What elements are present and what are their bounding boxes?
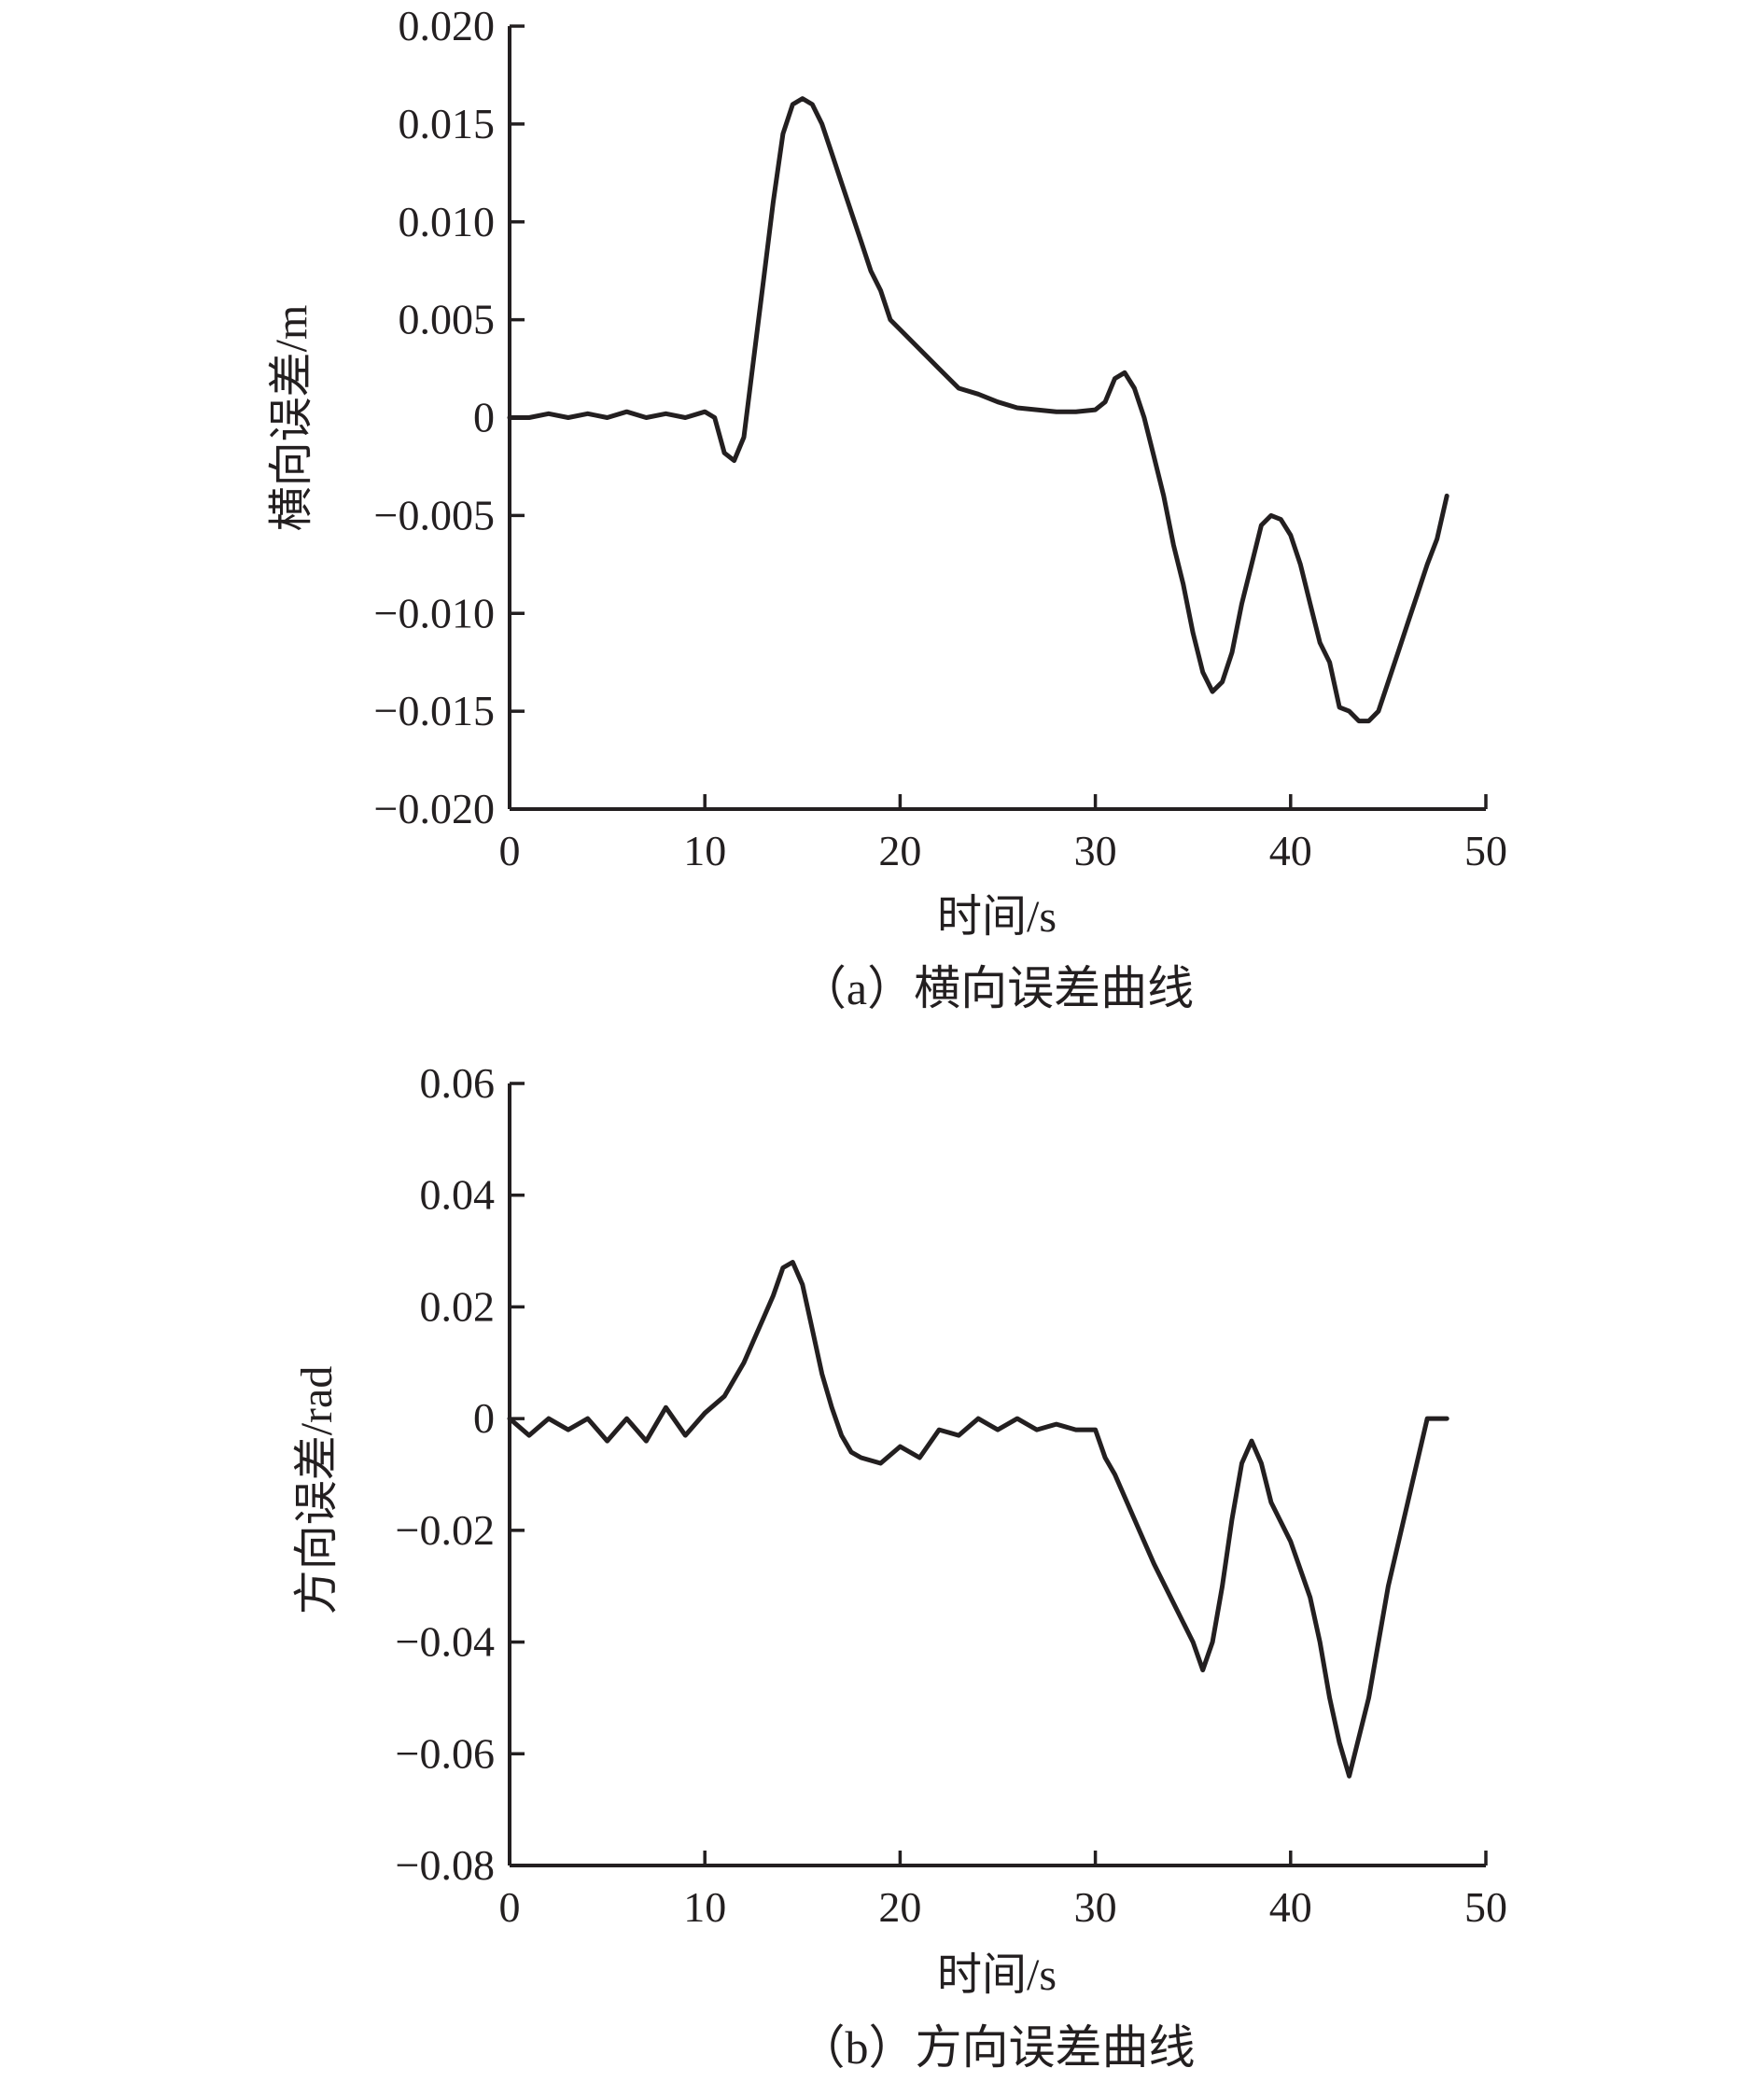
chart-a-y-ticks: 0.020 0.015 0.010 0.005 0 −0.005 −0.010 −0.015 −…	[374, 2, 525, 832]
chart-a-x-tick-label: 30	[1074, 827, 1117, 874]
chart-a-y-tick-label: 0.005	[399, 296, 496, 343]
chart-a-y-tick-label: 0.020	[399, 2, 496, 49]
chart-b-series-line-0	[507, 1260, 1449, 1779]
chart-a-series-line-0	[507, 96, 1449, 724]
chart-a-x-tick-label: 40	[1269, 827, 1312, 874]
chart-b-x-tick-label: 10	[683, 1883, 726, 1931]
chart-b-y-tick-label: −0.02	[396, 1506, 495, 1554]
chart-b-y-ticks: 0.06 0.04 0.02 0 −0.02 −0.04 −0.06 −0.08	[396, 1059, 525, 1889]
chart-a: 0.020 0.015 0.010 0.005 0 −0.005 −0.010 −0.015 −…	[267, 2, 1507, 1014]
chart-b-x-ticks: 0 10 20 30 40 50	[499, 1851, 1507, 1931]
chart-b-y-tick-label: 0.04	[420, 1171, 496, 1219]
chart-a-y-tick-label: 0	[473, 394, 495, 441]
chart-b-x-axis-title: 时间/s	[937, 1950, 1057, 2000]
chart-a-x-axis-title: 时间/s	[937, 892, 1057, 942]
chart-b-x-tick-label: 20	[878, 1883, 921, 1931]
chart-a-y-tick-label: 0.010	[399, 198, 496, 245]
chart-b-x-tick-label: 40	[1269, 1883, 1312, 1931]
chart-a-y-tick-label: −0.015	[374, 687, 495, 734]
chart-b-y-tick-label: −0.04	[396, 1618, 495, 1666]
chart-b-y-tick-label: 0.02	[420, 1282, 496, 1330]
chart-b: 0.06 0.04 0.02 0 −0.02 −0.04 −0.06 −0.08 0 10 20 3…	[292, 1059, 1507, 2074]
chart-a-x-ticks: 0 10 20 30 40 50	[499, 794, 1507, 874]
chart-a-y-tick-label: −0.005	[374, 491, 495, 538]
chart-b-y-tick-label: −0.08	[396, 1841, 495, 1889]
chart-b-x-tick-label: 50	[1464, 1883, 1507, 1931]
chart-a-y-tick-label: 0.015	[399, 100, 496, 147]
chart-a-x-tick-label: 50	[1464, 827, 1507, 874]
chart-a-caption: （a）横向误差曲线	[800, 962, 1194, 1014]
chart-b-y-tick-label: −0.06	[396, 1729, 495, 1777]
chart-a-x-tick-label: 20	[878, 827, 921, 874]
chart-b-y-tick-label: 0.06	[420, 1059, 496, 1107]
chart-a-y-tick-label: −0.020	[374, 785, 495, 832]
chart-a-y-axis-title: 横向误差/m	[267, 305, 316, 532]
chart-b-y-tick-label: 0	[473, 1394, 495, 1442]
chart-b-x-tick-label: 0	[499, 1883, 521, 1931]
chart-a-x-tick-label: 10	[683, 827, 726, 874]
chart-a-y-tick-label: −0.010	[374, 589, 495, 636]
chart-b-caption: （b）方向误差曲线	[799, 2021, 1196, 2074]
chart-b-series	[507, 1260, 1449, 1779]
chart-b-x-tick-label: 30	[1074, 1883, 1117, 1931]
chart-a-series	[507, 96, 1449, 724]
chart-a-x-tick-label: 0	[499, 827, 521, 874]
chart-b-y-axis-title: 方向误差/rad	[292, 1366, 342, 1615]
